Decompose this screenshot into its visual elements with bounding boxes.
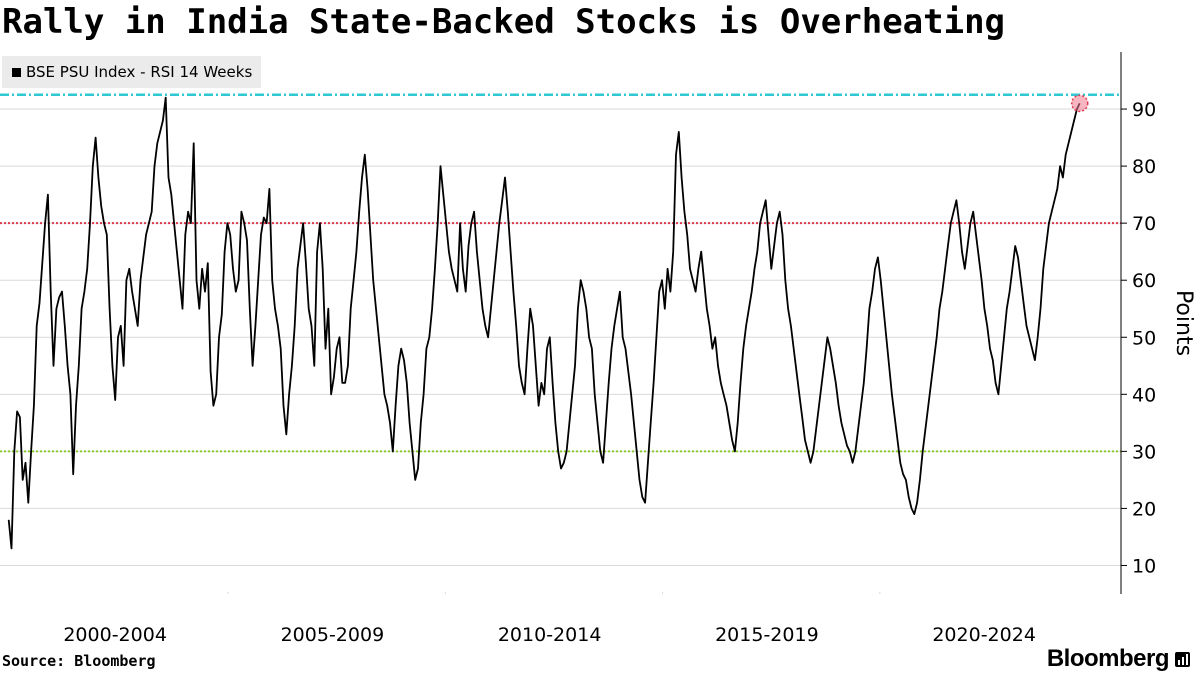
bloomberg-logo: Bloomberg bbox=[1047, 645, 1190, 673]
y-tick-label-50: 50 bbox=[1132, 327, 1156, 349]
threshold-lines bbox=[0, 93, 1121, 453]
source-note: Source: Bloomberg bbox=[2, 652, 156, 670]
brand-wordmark: Bloomberg bbox=[1046, 645, 1170, 672]
latest-value-marker bbox=[1070, 94, 1089, 113]
legend-label: BSE PSU Index - RSI 14 Weeks bbox=[26, 63, 253, 81]
period-separators bbox=[227, 592, 881, 594]
series-layer bbox=[7, 94, 1089, 550]
y-tick-label-60: 60 bbox=[1132, 270, 1156, 292]
y-tick-label-80: 80 bbox=[1132, 156, 1156, 178]
legend-swatch bbox=[12, 67, 21, 77]
y-axis-title: Points bbox=[1171, 290, 1196, 356]
gridlines bbox=[0, 108, 1121, 566]
y-tick-label-10: 10 bbox=[1132, 555, 1156, 577]
y-tick-label-70: 70 bbox=[1132, 213, 1156, 235]
chart-title: Rally in India State-Backed Stocks is Ov… bbox=[2, 2, 1006, 42]
y-tick-label-40: 40 bbox=[1132, 384, 1156, 406]
x-tick-label-4: 2020-2024 bbox=[932, 624, 1036, 646]
x-tick-label-1: 2005-2009 bbox=[281, 624, 385, 646]
x-axis-labels: 2000-2004 2005-2009 2010-2014 2015-2019 2020… bbox=[63, 624, 1036, 646]
x-tick-label-2: 2010-2014 bbox=[498, 624, 602, 646]
y-tick-label-20: 20 bbox=[1132, 498, 1156, 520]
x-tick-label-0: 2000-2004 bbox=[63, 624, 167, 646]
series-line-bse-psu-rsi bbox=[7, 96, 1081, 550]
bloomberg-terminal-icon bbox=[1175, 651, 1190, 667]
y-axis: 10 20 30 40 50 60 70 80 90 Points bbox=[1120, 52, 1196, 594]
y-tick-label-90: 90 bbox=[1132, 99, 1156, 121]
legend: BSE PSU Index - RSI 14 Weeks bbox=[2, 56, 262, 88]
y-tick-label-30: 30 bbox=[1132, 441, 1156, 463]
x-tick-label-3: 2015-2019 bbox=[715, 624, 819, 646]
